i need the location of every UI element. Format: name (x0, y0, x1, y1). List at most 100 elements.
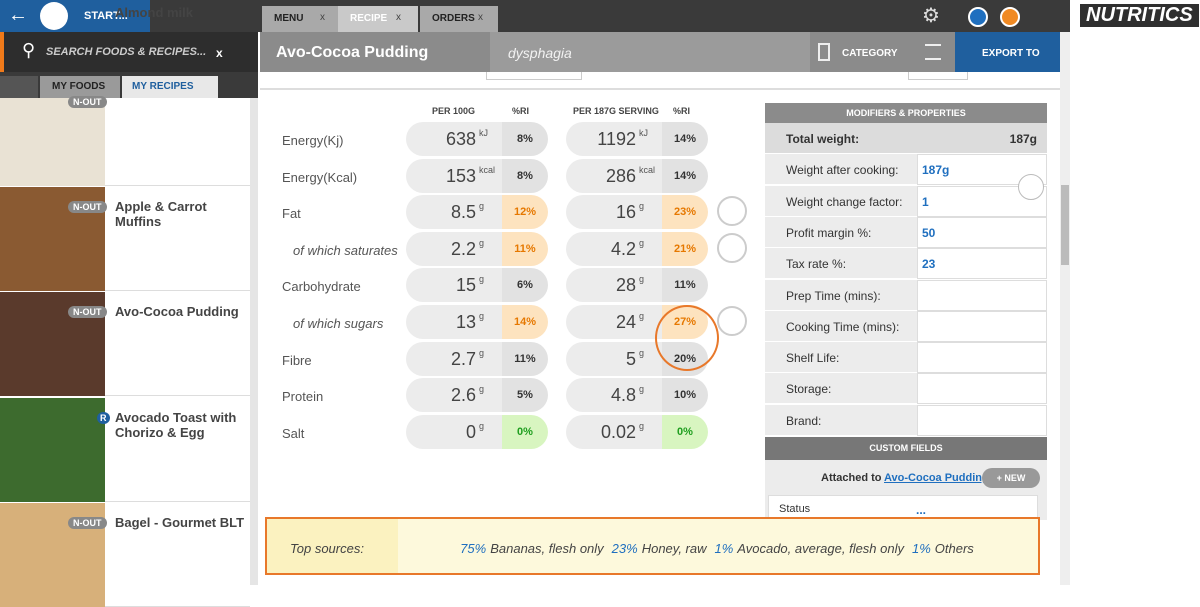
property-value[interactable]: 1 (922, 194, 929, 209)
property-value[interactable]: 23 (922, 257, 936, 272)
property-label: Tax rate %: (786, 257, 847, 272)
ri-cell (502, 378, 548, 413)
category-button[interactable]: CATEGORY (842, 48, 898, 59)
tip-icon[interactable] (717, 306, 747, 336)
tab-label[interactable]: ORDERS (432, 13, 475, 24)
tip-icon[interactable] (717, 196, 747, 227)
main-scrollbar[interactable] (1060, 32, 1070, 585)
folder-tab[interactable] (0, 76, 38, 98)
ri-value: 11% (674, 279, 696, 292)
recipe-name[interactable]: Avo-Cocoa Pudding (115, 304, 239, 319)
value: 8.5 (450, 202, 476, 223)
search-placeholder[interactable]: SEARCH FOODS & RECIPES... (46, 46, 207, 58)
ri-value: 11% (514, 242, 536, 255)
recipe-name[interactable]: Almond milk (115, 5, 194, 20)
ri-value: 6% (517, 279, 533, 292)
search-bar[interactable] (0, 32, 258, 72)
panel-header (765, 437, 1047, 460)
tab-close[interactable]: x (478, 12, 483, 23)
property-value[interactable]: 187g (922, 163, 950, 178)
scroll-thumb[interactable] (1061, 185, 1069, 265)
recipe-name[interactable]: Apple & Carrot Muffins (115, 199, 207, 229)
search-clear[interactable]: x (216, 46, 223, 60)
property-value[interactable]: 50 (922, 225, 936, 240)
settings-icon[interactable]: ⚙ (922, 5, 940, 27)
category-icon (818, 43, 830, 61)
unit: g (639, 347, 645, 358)
property-input[interactable] (917, 373, 1047, 405)
attached-link[interactable]: Avo-Cocoa Pudding (884, 472, 989, 484)
property-label: Shelf Life: (786, 351, 840, 366)
badge: N-OUT (68, 517, 107, 529)
gift-icon[interactable] (1000, 7, 1020, 27)
ri-value: 10% (673, 389, 697, 402)
property-input[interactable] (917, 216, 1047, 248)
ri-value: 8% (517, 169, 533, 182)
export-area[interactable] (955, 32, 1060, 74)
tab[interactable] (122, 76, 218, 98)
tab-label[interactable]: MENU (274, 13, 304, 24)
nutrient-name: Fibre (282, 352, 312, 368)
start-label[interactable]: START... (84, 10, 128, 22)
recipe-item[interactable] (0, 398, 250, 502)
unit: kcal (639, 164, 656, 175)
unit: g (639, 201, 645, 212)
value-cell (406, 122, 502, 156)
unit: g (479, 347, 485, 358)
search-icon: ⚲ (22, 40, 36, 60)
recipe-item[interactable] (0, 98, 250, 186)
ri-value: 0% (517, 425, 533, 438)
export-button[interactable]: EXPORT TO (982, 48, 1040, 59)
nutrient-name: Protein (282, 389, 324, 405)
help-icon[interactable] (968, 7, 988, 27)
property-row (765, 123, 1047, 154)
value: 1192 (597, 129, 636, 149)
value-cell (566, 158, 662, 193)
tip-icon[interactable] (717, 232, 747, 263)
tab-close[interactable]: x (396, 12, 401, 23)
nutrient-name: Salt (282, 425, 305, 441)
value: 4.8 (610, 385, 636, 406)
property-input[interactable] (917, 342, 1047, 374)
tab-label[interactable]: MY FOODS (52, 81, 106, 92)
ri-cell (502, 195, 548, 230)
property-input[interactable] (917, 310, 1047, 342)
property-label: Weight after cooking: (786, 163, 899, 178)
value: 13 (455, 312, 476, 332)
property-input[interactable] (917, 279, 1047, 311)
lookup-button[interactable] (1018, 174, 1044, 200)
property-input[interactable] (917, 404, 1047, 436)
start-area[interactable] (0, 0, 150, 32)
tab-close[interactable]: x (320, 12, 325, 23)
app-icon (40, 2, 68, 30)
recipe-item[interactable] (0, 292, 250, 396)
back-icon[interactable]: ← (8, 4, 28, 26)
ri-cell (502, 341, 548, 376)
unit: g (639, 237, 645, 248)
status-value[interactable]: ... (916, 503, 927, 517)
nutrient-name: of which sugars (293, 316, 384, 331)
value-cell (566, 231, 662, 266)
ri-cell (662, 231, 708, 266)
badge: N-OUT (68, 96, 107, 108)
recipe-item[interactable] (0, 187, 250, 291)
filter-icon[interactable] (925, 44, 941, 60)
recipe-name[interactable]: Bagel - Gourmet BLT (115, 515, 245, 530)
recipe-name[interactable]: Avocado Toast with Chorizo & Egg (115, 410, 237, 440)
value-cell (406, 341, 502, 376)
ri-cell (502, 268, 548, 303)
badge: R (97, 412, 110, 424)
ri-value: 5% (517, 389, 533, 402)
recipe-image (0, 398, 105, 502)
tab-label[interactable]: MY RECIPES (132, 81, 194, 92)
tab[interactable] (338, 6, 418, 32)
tab[interactable] (420, 6, 498, 32)
property-input[interactable] (917, 248, 1047, 280)
tab-label[interactable]: RECIPE (350, 13, 388, 24)
value: 0 (465, 421, 476, 442)
recipe-tag[interactable]: dysphagia (508, 45, 572, 61)
sidebar-scrollbar[interactable] (250, 98, 258, 585)
tab[interactable] (40, 76, 120, 98)
new-button[interactable]: + NEW (982, 468, 1040, 488)
tab[interactable] (262, 6, 340, 32)
